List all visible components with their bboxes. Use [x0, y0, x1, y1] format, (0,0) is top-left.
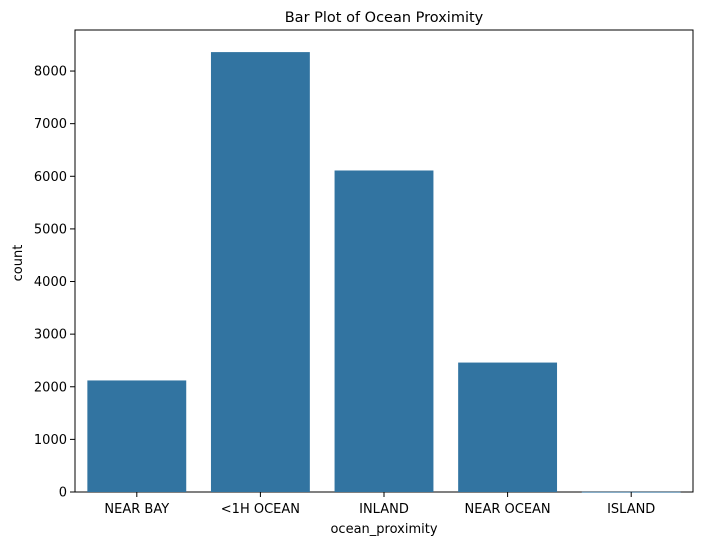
y-tick-label: 4000 [34, 275, 67, 290]
y-tick-label: 2000 [34, 380, 67, 395]
y-tick-label: 6000 [34, 170, 67, 185]
x-tick-label: NEAR BAY [104, 502, 169, 517]
chart-title: Bar Plot of Ocean Proximity [285, 10, 484, 26]
x-axis: NEAR BAY <1H OCEAN INLAND NEAR OCEAN ISLAND [104, 492, 655, 517]
y-tick-label: 5000 [34, 222, 67, 237]
bar-3 [458, 362, 558, 492]
y-tick-label: 8000 [34, 65, 67, 80]
bar-0 [87, 380, 187, 492]
x-tick-label: ISLAND [607, 502, 655, 517]
x-axis-title: ocean_proximity [330, 522, 437, 537]
y-axis-title: count [11, 245, 26, 282]
bars-group [87, 52, 681, 493]
x-tick-label: INLAND [359, 502, 409, 517]
y-axis: 0 1000 2000 3000 4000 5000 6000 7000 8000 [34, 65, 75, 501]
y-tick-label: 7000 [34, 117, 67, 132]
y-tick-label: 1000 [34, 433, 67, 448]
bar-1 [210, 52, 310, 492]
y-tick-label: 0 [59, 486, 67, 501]
x-tick-label: NEAR OCEAN [465, 502, 551, 517]
y-tick-label: 3000 [34, 328, 67, 343]
x-tick-label: <1H OCEAN [221, 502, 300, 517]
bar-2 [334, 170, 434, 493]
